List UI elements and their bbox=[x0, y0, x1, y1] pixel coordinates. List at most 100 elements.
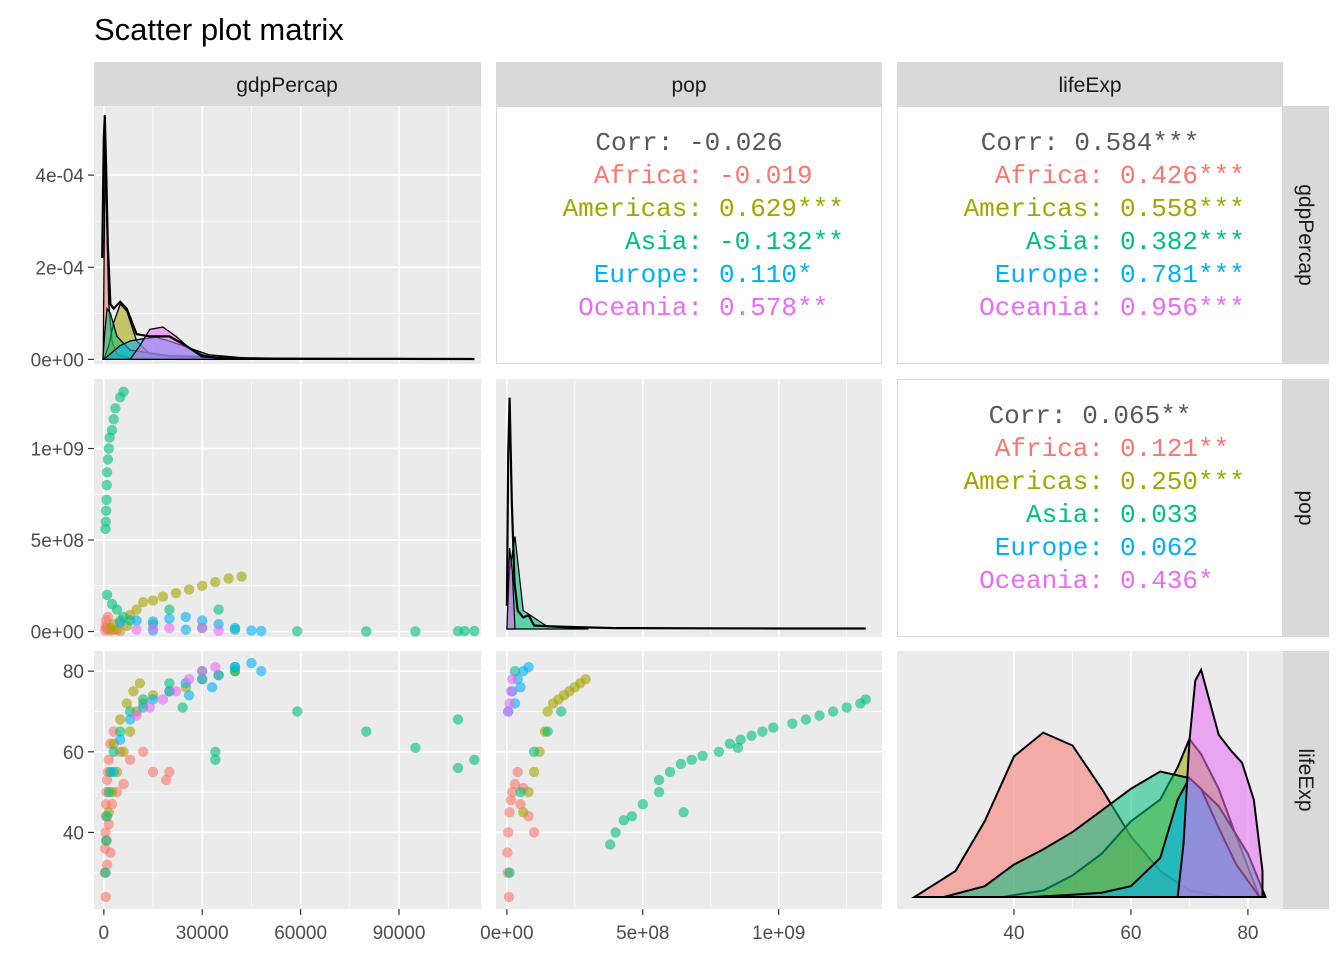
point-gdp-life-asia bbox=[210, 754, 221, 765]
point-gdp-pop-asia bbox=[292, 626, 303, 637]
panel-corr-pop-life-group-americas-value: 0.250*** bbox=[1120, 467, 1245, 497]
point-gdp-pop-europe bbox=[180, 611, 191, 623]
strip-col-gdpPercap bbox=[94, 62, 481, 106]
panel-corr-gdp-life-group-asia-label: Asia: bbox=[1026, 227, 1104, 257]
point-gdp-life-africa bbox=[103, 754, 115, 765]
point-pop-life-asia bbox=[504, 867, 515, 878]
panel-corr-gdp-pop-group-europe-value: 0.110* bbox=[719, 260, 813, 290]
point-gdp-life-asia bbox=[115, 726, 126, 737]
point-gdp-pop-americas bbox=[223, 573, 234, 584]
point-pop-life-americas bbox=[580, 674, 591, 685]
panel-corr-gdp-pop-group-americas-label: Americas: bbox=[563, 194, 703, 224]
point-gdp-pop-asia bbox=[106, 425, 118, 436]
point-pop-life-asia bbox=[814, 710, 825, 721]
strip-col-pop-label: pop bbox=[671, 74, 706, 97]
strip-col-gdpPercap-label: gdpPercap bbox=[236, 74, 338, 97]
panel-corr-pop-life-group-africa-value: 0.121** bbox=[1120, 434, 1229, 464]
point-gdp-life-americas bbox=[118, 746, 129, 757]
point-pop-life-oceania bbox=[507, 674, 518, 685]
point-pop-life-asia bbox=[653, 774, 665, 786]
point-pop-life-asia bbox=[605, 839, 616, 850]
point-pop-life-asia bbox=[515, 786, 526, 798]
panel-corr-gdp-life-background bbox=[897, 106, 1283, 364]
panel-corr-gdp-life-group-oceania-label: Oceania: bbox=[979, 293, 1104, 323]
panel-corr-gdp-pop-group-oceania-label: Oceania: bbox=[578, 293, 703, 323]
point-gdp-pop-asia bbox=[118, 386, 129, 397]
chart-title: Scatter plot matrix bbox=[94, 12, 344, 47]
point-gdp-pop-oceania bbox=[164, 623, 175, 634]
point-pop-life-asia bbox=[678, 807, 689, 818]
point-gdp-life-africa bbox=[101, 774, 113, 786]
point-gdp-life-asia bbox=[164, 678, 175, 689]
point-pop-life-asia bbox=[556, 706, 567, 717]
panel-corr-gdp-pop-group-europe-label: Europe: bbox=[594, 260, 703, 290]
point-pop-life-europe bbox=[523, 661, 534, 673]
x-axis-gdpPercap-tick-label: 90000 bbox=[373, 923, 426, 944]
panel-corr-gdp-pop-group-americas-value: 0.629*** bbox=[719, 194, 844, 224]
point-pop-life-asia bbox=[618, 815, 629, 826]
point-gdp-life-africa bbox=[147, 766, 159, 778]
point-gdp-pop-americas bbox=[157, 591, 169, 602]
point-gdp-pop-oceania bbox=[197, 622, 208, 634]
point-gdp-pop-americas bbox=[131, 604, 142, 615]
point-gdp-life-asia bbox=[452, 714, 464, 725]
point-pop-life-asia bbox=[841, 702, 852, 713]
panel-corr-pop-life-background bbox=[897, 379, 1283, 637]
x-axis-lifeExp-tick-label: 60 bbox=[1120, 923, 1141, 944]
point-gdp-pop-asia bbox=[103, 443, 115, 454]
panel-corr-pop-life-group-africa-label: Africa: bbox=[995, 434, 1104, 464]
point-gdp-pop-asia bbox=[111, 604, 123, 615]
point-gdp-life-asia bbox=[177, 702, 188, 713]
point-gdp-life-asia bbox=[410, 742, 421, 753]
point-gdp-pop-europe bbox=[256, 625, 267, 637]
point-gdp-pop-asia bbox=[100, 516, 112, 527]
panel-corr-pop-life-group-europe-value: 0.062 bbox=[1120, 533, 1198, 563]
x-axis-pop-tick-label: 1e+09 bbox=[752, 923, 805, 944]
point-gdp-life-oceania bbox=[210, 661, 221, 673]
point-pop-life-africa bbox=[503, 891, 515, 903]
point-gdp-pop-europe bbox=[147, 616, 159, 627]
point-pop-life-asia bbox=[732, 742, 744, 753]
point-pop-life-asia bbox=[626, 811, 638, 822]
y-axis-lifeExp-tick-label: 60 bbox=[63, 743, 84, 764]
point-gdp-pop-europe bbox=[246, 625, 257, 636]
density-pop-oceania bbox=[506, 547, 516, 630]
point-pop-life-africa bbox=[503, 827, 514, 838]
point-pop-life-americas bbox=[528, 766, 540, 778]
point-gdp-life-africa bbox=[138, 746, 149, 757]
panel-corr-gdp-life-overall: Corr: 0.584*** bbox=[981, 128, 1199, 158]
strip-col-pop bbox=[496, 62, 882, 106]
point-gdp-life-americas bbox=[134, 678, 146, 689]
point-gdp-life-oceania bbox=[144, 702, 155, 713]
point-pop-life-africa bbox=[504, 807, 515, 818]
density-pop-overall bbox=[505, 397, 866, 630]
x-axis-lifeExp-tick-label: 80 bbox=[1237, 923, 1258, 944]
point-pop-life-oceania bbox=[505, 686, 517, 697]
point-gdp-life-africa bbox=[161, 774, 172, 786]
panel-corr-gdp-life-group-americas-value: 0.558*** bbox=[1120, 194, 1245, 224]
point-gdp-pop-asia bbox=[102, 454, 114, 465]
point-gdp-life-europe bbox=[147, 694, 159, 705]
panel-corr-pop-life-group-oceania-value: 0.436* bbox=[1120, 566, 1214, 596]
point-gdp-life-europe bbox=[213, 670, 224, 681]
point-pop-life-asia bbox=[686, 754, 697, 765]
point-gdp-life-oceania bbox=[157, 694, 169, 705]
point-gdp-pop-asia bbox=[101, 467, 113, 478]
point-gdp-life-asia bbox=[103, 786, 115, 798]
point-gdp-pop-europe bbox=[229, 622, 241, 634]
strip-row-lifeExp-label: lifeExp bbox=[1294, 748, 1317, 811]
panel-corr-gdp-life-group-europe-value: 0.781*** bbox=[1120, 260, 1245, 290]
point-gdp-pop-americas bbox=[210, 576, 221, 588]
panel-scatter-pop-life-background bbox=[496, 651, 882, 909]
panel-corr-pop-life-group-asia-value: 0.033 bbox=[1120, 500, 1198, 530]
y-axis-density-tick-label: 4e-04 bbox=[35, 166, 84, 187]
point-pop-life-asia bbox=[768, 722, 779, 733]
point-gdp-pop-europe bbox=[164, 613, 175, 624]
point-gdp-pop-americas bbox=[236, 571, 247, 582]
point-pop-life-africa bbox=[509, 778, 521, 790]
panel-corr-pop-life-group-oceania-label: Oceania: bbox=[979, 566, 1104, 596]
point-pop-life-asia bbox=[827, 706, 839, 717]
x-axis-lifeExp-tick-label: 40 bbox=[1003, 923, 1024, 944]
point-gdp-life-oceania bbox=[131, 710, 142, 721]
